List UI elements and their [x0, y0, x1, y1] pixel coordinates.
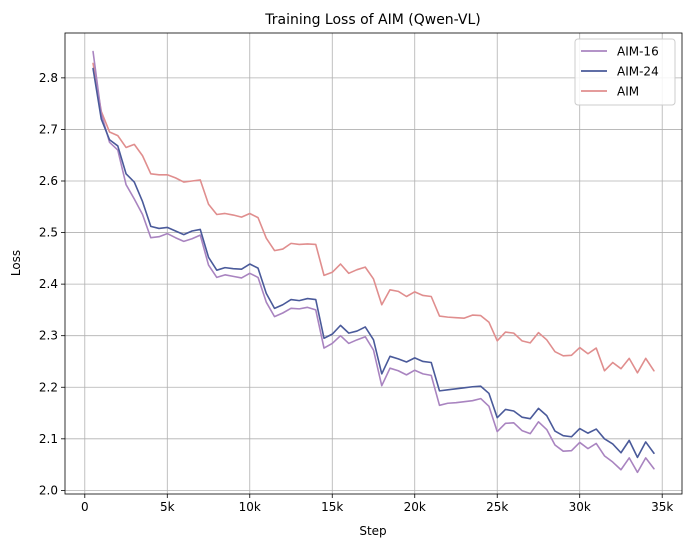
series-line-aim: [92, 62, 655, 374]
y-tick-label: 2.1: [39, 432, 58, 446]
x-tick-label: 10k: [239, 500, 261, 514]
legend: AIM-16 AIM-24 AIM: [574, 38, 676, 106]
y-tick-label: 2.5: [39, 226, 58, 240]
legend-label: AIM-24: [617, 65, 659, 79]
x-tick-label: 20k: [404, 500, 426, 514]
y-tick-label: 2.4: [39, 277, 58, 291]
y-tick-label: 2.0: [39, 483, 58, 497]
y-axis-ticks: 2.0 2.1 2.2 2.3 2.4 2.5 2.6 2.7 2.8: [39, 71, 65, 497]
x-axis-label: Step: [359, 524, 386, 538]
plot-frame: [64, 32, 683, 495]
y-tick-label: 2.3: [39, 329, 58, 343]
chart-title: Training Loss of AIM (Qwen-VL): [264, 12, 481, 28]
y-tick-label: 2.2: [39, 380, 58, 394]
y-tick-label: 2.8: [39, 71, 58, 85]
series-line-aim-24: [92, 67, 655, 459]
series-layer: [92, 50, 655, 474]
grid: [65, 33, 682, 494]
y-tick-label: 2.6: [39, 174, 58, 188]
x-tick-label: 35k: [651, 500, 673, 514]
x-tick-label: 25k: [486, 500, 508, 514]
x-axis-ticks: 0 5k 10k 15k 20k 25k 30k 35k: [81, 494, 673, 514]
x-tick-label: 5k: [160, 500, 175, 514]
legend-label: AIM-16: [617, 45, 659, 59]
legend-box: [574, 38, 676, 106]
x-tick-label: 15k: [321, 500, 343, 514]
x-tick-label: 30k: [569, 500, 591, 514]
series-line-aim-16: [92, 50, 655, 474]
y-tick-label: 2.7: [39, 122, 58, 136]
legend-label: AIM: [617, 85, 639, 99]
y-axis-label: Loss: [9, 250, 23, 276]
x-tick-label: 0: [81, 500, 89, 514]
